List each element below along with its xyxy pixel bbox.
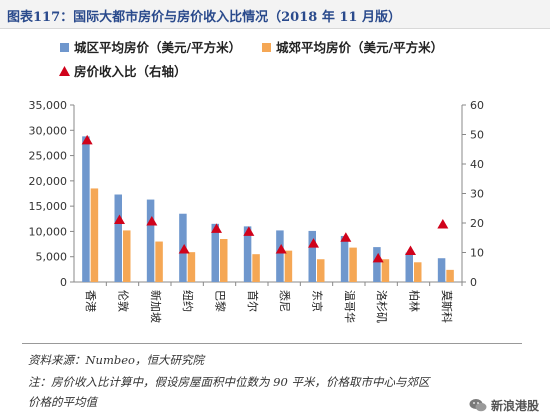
category-label: 柏林	[408, 290, 422, 312]
ratio-marker	[146, 216, 158, 226]
left-tick-label: 20,000	[29, 175, 68, 188]
right-tick-label: 0	[470, 276, 477, 289]
right-tick-label: 40	[470, 158, 484, 171]
ratio-marker	[275, 244, 287, 254]
bar-urban	[146, 199, 155, 282]
left-tick-label: 0	[60, 276, 67, 289]
right-tick-label: 20	[470, 217, 484, 230]
ratio-marker	[211, 223, 222, 233]
ratio-marker	[178, 244, 190, 254]
ratio-marker	[405, 245, 416, 256]
bars	[82, 136, 454, 282]
title-bar: 图表117：国际大都市房价与房价收入比情况（2018 年 11 月版）	[0, 0, 550, 29]
left-tick-label: 5,000	[36, 251, 68, 264]
left-tick-label: 35,000	[29, 99, 68, 112]
footer-divider	[22, 343, 522, 344]
bar-suburban	[349, 247, 357, 282]
ratio-markers	[81, 134, 449, 263]
ratio-marker	[81, 134, 93, 145]
watermark: 新浪港股	[465, 396, 542, 415]
ratio-marker	[114, 214, 125, 225]
category-label: 新加坡	[149, 290, 163, 323]
bar-urban	[211, 223, 219, 282]
bar-suburban	[90, 188, 99, 282]
chart-title: 图表117：国际大都市房价与房价收入比情况（2018 年 11 月版）	[7, 10, 401, 25]
bar-suburban	[252, 254, 260, 282]
bar-urban	[114, 194, 122, 282]
note-line-2: 价格的平均值	[28, 395, 97, 409]
left-tick-label: 10,000	[29, 225, 68, 238]
note-line-1: 注：房价收入比计算中，假设房屋面积中位数为 90 平米，价格取市中心与郊区	[28, 375, 430, 389]
ratio-marker	[243, 226, 255, 236]
right-tick-label: 60	[470, 99, 484, 112]
right-tick-label: 30	[470, 188, 484, 201]
bar-suburban	[317, 259, 325, 282]
watermark-text: 新浪港股	[490, 399, 539, 413]
category-label: 香港	[84, 290, 97, 312]
category-label: 巴黎	[214, 290, 228, 312]
bar-urban	[340, 235, 349, 282]
legend-swatch-urban	[60, 43, 69, 52]
bar-suburban	[414, 262, 422, 282]
bar-suburban	[155, 241, 163, 282]
bar-urban	[82, 136, 90, 282]
wechat-bubble-icon	[469, 399, 487, 412]
bar-suburban	[187, 252, 196, 282]
legend-swatch-suburban	[262, 43, 271, 52]
category-label: 首尔	[246, 290, 260, 312]
right-tick-label: 50	[470, 129, 484, 142]
bar-suburban	[381, 259, 390, 282]
left-tick-label: 25,000	[29, 150, 68, 163]
category-labels: 香港 伦敦 新加坡 纽约 巴黎 首尔 悉尼 东京 温哥华 洛杉矶 柏林 莫斯科	[84, 290, 454, 323]
source-note: 资料来源：Numbeo，恒大研究院	[28, 353, 204, 367]
bar-suburban	[220, 239, 228, 282]
bar-urban	[405, 252, 413, 282]
legend-label-ratio: 房价收入比（右轴）	[74, 64, 187, 79]
legend: 城区平均房价（美元/平方米） 城郊平均房价（美元/平方米） 房价收入比（右轴）	[59, 40, 443, 79]
category-label: 悉尼	[278, 290, 291, 312]
ratio-marker	[437, 218, 449, 229]
left-tick-label: 30,000	[29, 124, 68, 137]
bar-urban	[437, 258, 446, 282]
right-tick-label: 10	[470, 247, 484, 260]
category-label: 莫斯科	[440, 290, 454, 323]
legend-marker-ratio	[59, 66, 70, 76]
bar-urban	[373, 247, 381, 282]
bar-urban	[243, 226, 252, 282]
legend-label-urban: 城区平均房价（美元/平方米）	[74, 40, 241, 55]
axes: 0 5,000 10,000 15,000 20,000 25,000 30,000 35,0…	[29, 99, 485, 289]
category-label: 温哥华	[343, 290, 357, 323]
category-label: 东京	[311, 290, 325, 312]
bar-suburban	[123, 230, 131, 282]
ratio-marker	[340, 232, 352, 242]
left-tick-label: 15,000	[29, 200, 68, 213]
legend-label-suburban: 城郊平均房价（美元/平方米）	[276, 40, 443, 55]
category-label: 纽约	[181, 290, 195, 312]
category-label: 伦敦	[117, 290, 131, 312]
bar-suburban	[284, 250, 293, 282]
chart: 城区平均房价（美元/平方米） 城郊平均房价（美元/平方米） 房价收入比（右轴） …	[29, 40, 485, 323]
bar-suburban	[446, 269, 454, 282]
bar-urban	[308, 230, 316, 282]
ratio-marker	[308, 238, 319, 248]
bar-urban	[276, 230, 284, 282]
ratio-marker	[372, 252, 384, 263]
category-label: 洛杉矶	[375, 290, 389, 323]
